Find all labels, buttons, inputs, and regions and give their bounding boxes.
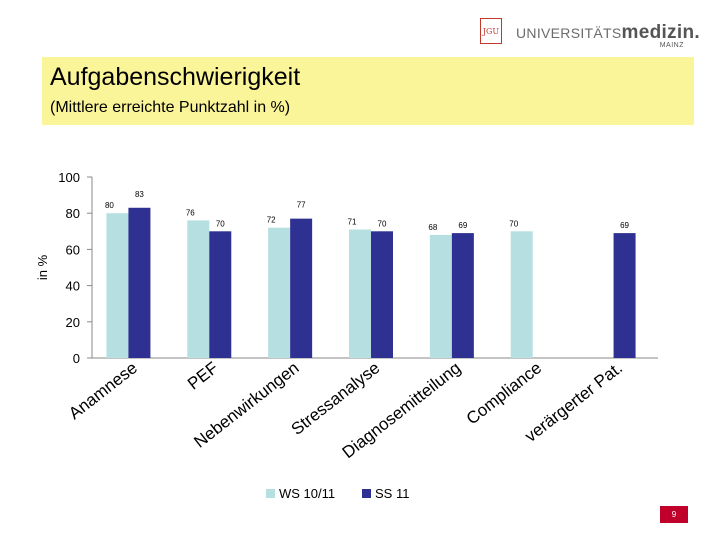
bar-ws bbox=[510, 231, 533, 358]
bar-ss bbox=[128, 207, 151, 358]
bar-ss bbox=[371, 231, 393, 358]
x-tick-label: Anamnese bbox=[65, 358, 141, 423]
data-label: 71 bbox=[348, 217, 357, 226]
data-label: 68 bbox=[428, 223, 437, 232]
bar-ss bbox=[290, 218, 313, 358]
logo-box-text: JGU bbox=[482, 26, 500, 36]
y-tick-label: 100 bbox=[58, 170, 80, 185]
jgu-logo-icon: JGU bbox=[480, 18, 502, 44]
bar-ws bbox=[187, 220, 210, 358]
bar-ws bbox=[429, 234, 452, 358]
data-label: 76 bbox=[186, 208, 195, 217]
data-label: 69 bbox=[458, 221, 467, 230]
y-tick-label: 60 bbox=[66, 242, 80, 257]
title-box: Aufgabenschwierigkeit (Mittlere erreicht… bbox=[42, 57, 694, 125]
y-axis-label: in % bbox=[35, 254, 50, 280]
bar-ss bbox=[209, 231, 232, 358]
bar-ss bbox=[613, 233, 636, 358]
legend-swatch bbox=[362, 489, 371, 498]
data-label: 69 bbox=[620, 221, 629, 230]
data-label: 83 bbox=[135, 190, 144, 199]
logo-wordmark: UNIVERSITÄTSmedizin. bbox=[516, 22, 700, 44]
bar-ws bbox=[106, 213, 129, 358]
university-logo: JGU UNIVERSITÄTSmedizin. MAINZ bbox=[480, 14, 710, 54]
data-label: 80 bbox=[105, 201, 114, 210]
bar-ss bbox=[451, 233, 474, 358]
bar-ws bbox=[349, 229, 371, 358]
page-number: 9 bbox=[660, 506, 688, 523]
legend-label: WS 10/11 bbox=[279, 486, 335, 501]
y-tick-label: 20 bbox=[66, 315, 80, 330]
y-tick-label: 0 bbox=[73, 351, 80, 366]
y-tick-label: 40 bbox=[66, 279, 80, 294]
data-label: 70 bbox=[216, 219, 225, 228]
data-label: 70 bbox=[378, 219, 387, 228]
data-label: 72 bbox=[267, 216, 276, 225]
x-tick-label: Compliance bbox=[463, 358, 545, 428]
page-title: Aufgabenschwierigkeit bbox=[50, 63, 301, 91]
data-label: 70 bbox=[509, 219, 518, 228]
y-tick-label: 80 bbox=[66, 206, 80, 221]
legend-swatch bbox=[266, 489, 275, 498]
logo-subtitle: MAINZ bbox=[659, 42, 684, 49]
page-subtitle: (Mittlere erreichte Punktzahl in %) bbox=[50, 99, 291, 116]
bar-ws bbox=[268, 227, 291, 358]
legend-label: SS 11 bbox=[375, 486, 409, 501]
x-tick-label: PEF bbox=[184, 358, 222, 393]
data-label: 77 bbox=[297, 201, 306, 210]
logo-text-bold: medizin. bbox=[621, 22, 700, 43]
logo-text-plain: UNIVERSITÄTS bbox=[516, 25, 622, 41]
